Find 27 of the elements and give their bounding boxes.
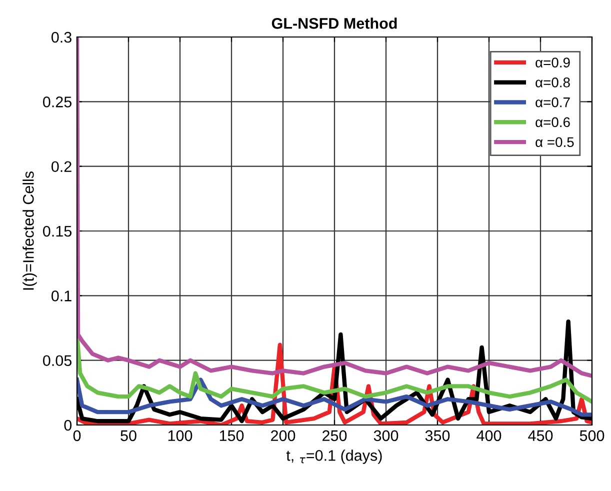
legend-label: α =0.5 (536, 137, 574, 148)
x-tick-label: 100 (168, 430, 192, 442)
x-tick-label: 150 (220, 430, 244, 442)
x-tick-label: 50 (120, 430, 136, 442)
y-tick-label: 0.05 (43, 355, 72, 366)
x-axis-title: t, $_{τ}$=0.1 (days) (286, 450, 382, 464)
x-tick-label: 300 (374, 430, 398, 442)
legend-label: α=0.6 (536, 117, 570, 128)
x-tick-label: 400 (476, 430, 502, 442)
y-tick-label: 0.25 (43, 96, 72, 108)
legend-label: α=0.7 (536, 97, 570, 108)
y-axis-title: I(t)=Infected Cells (22, 171, 37, 290)
x-tick-label: 450 (528, 430, 553, 442)
y-tick-label: 0.2 (52, 161, 72, 172)
x-tick-label: 0 (73, 430, 81, 442)
x-tick-label: 350 (425, 430, 450, 442)
y-tick-label: 0.15 (43, 226, 72, 237)
x-tick-label: 200 (271, 430, 296, 442)
x-tick-label: 500 (580, 430, 604, 442)
legend-label: α=0.9 (536, 58, 570, 68)
legend-label: α=0.8 (536, 78, 570, 88)
y-tick-label: 0.1 (52, 290, 72, 302)
y-tick-label: 0.3 (52, 32, 72, 43)
chart-title: GL-NSFD Method (272, 18, 397, 29)
line-series (77, 378, 592, 417)
x-tick-label: 250 (322, 430, 347, 442)
y-tick-label: 0 (64, 420, 72, 431)
